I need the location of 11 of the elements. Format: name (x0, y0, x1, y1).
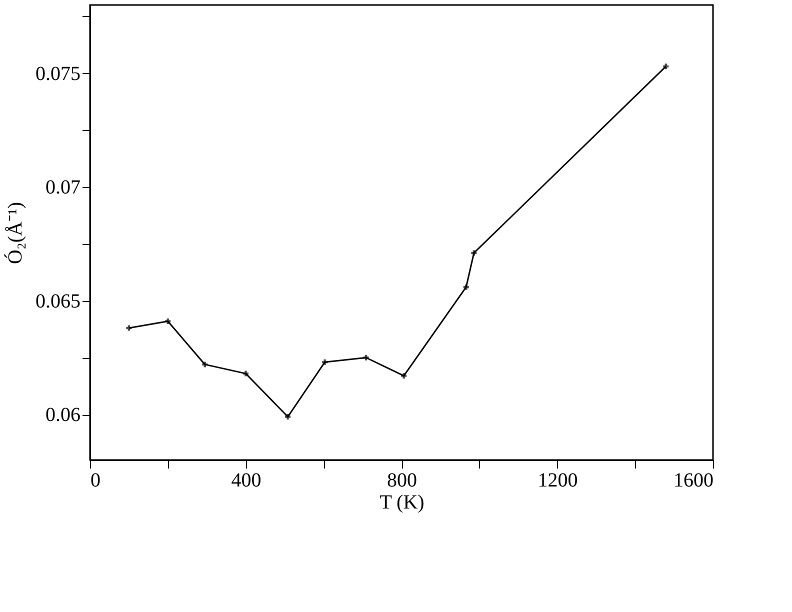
y-axis-title: Ó₂(Å⁻¹) (4, 202, 26, 264)
y-tick-label: 0.07 (46, 176, 80, 198)
y-tick-label: 0.065 (36, 290, 80, 312)
x-tick-label: 400 (231, 470, 262, 492)
x-axis-title: T (K) (380, 492, 424, 514)
x-tick-label: 1200 (538, 470, 578, 492)
y-tick-label: 0.06 (46, 404, 80, 426)
x-tick-label: 0 (90, 470, 100, 492)
x-tick-label: 800 (387, 470, 417, 492)
y-tick-label: 0.075 (36, 62, 80, 85)
x-tick-label: 1600 (674, 470, 714, 492)
